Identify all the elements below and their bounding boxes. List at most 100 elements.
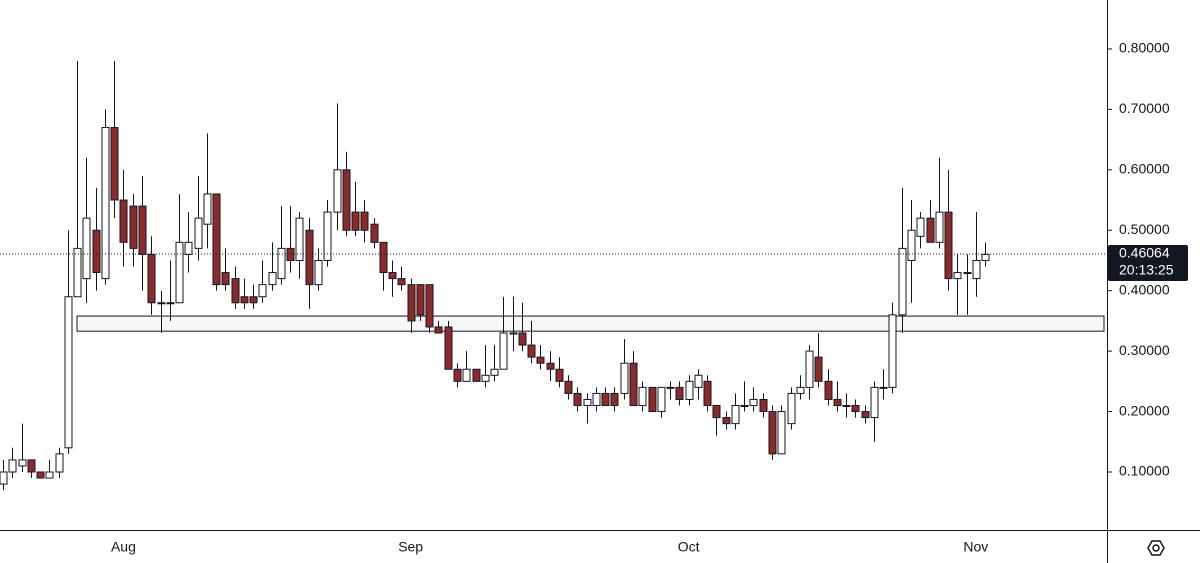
y-tick-label: 0.40000 bbox=[1119, 281, 1170, 297]
settings-center[interactable] bbox=[1152, 544, 1160, 552]
candle-body bbox=[157, 302, 166, 305]
candle-body bbox=[203, 193, 212, 225]
candle-body bbox=[472, 368, 481, 382]
candle-body bbox=[518, 332, 527, 346]
candle-body bbox=[18, 459, 27, 467]
y-tick-label: 0.10000 bbox=[1119, 463, 1170, 479]
candle-body bbox=[231, 278, 240, 304]
candle-body bbox=[592, 392, 601, 407]
candle-body bbox=[870, 386, 879, 419]
candle-body bbox=[82, 217, 91, 280]
candle-body bbox=[601, 392, 610, 407]
candle-body bbox=[731, 405, 740, 425]
candle-body bbox=[407, 284, 416, 322]
candle-body bbox=[833, 398, 842, 407]
candle-body bbox=[258, 284, 267, 298]
candle-body bbox=[703, 380, 712, 407]
candle-body bbox=[638, 386, 647, 407]
last-price-box bbox=[1108, 245, 1188, 282]
candle-body bbox=[360, 211, 369, 231]
candle-body bbox=[175, 241, 184, 304]
candle-body bbox=[27, 459, 36, 473]
candle-body bbox=[851, 405, 860, 413]
candle-body bbox=[685, 380, 694, 400]
candle-body bbox=[379, 241, 388, 274]
candle-body bbox=[36, 471, 45, 479]
candle-body bbox=[759, 398, 768, 413]
candle-body bbox=[583, 398, 592, 407]
candle-body bbox=[629, 362, 638, 407]
candle-body bbox=[509, 332, 518, 335]
candle-body bbox=[981, 253, 990, 261]
candle-body bbox=[147, 253, 156, 304]
y-tick-label: 0.80000 bbox=[1119, 40, 1170, 56]
candle-body bbox=[444, 326, 453, 370]
candle-body bbox=[481, 374, 490, 382]
candle-body bbox=[768, 411, 777, 455]
settings-hexagon[interactable] bbox=[1147, 540, 1165, 556]
candle-body bbox=[972, 259, 981, 280]
candle-body bbox=[610, 392, 619, 407]
candle-body bbox=[212, 193, 221, 286]
candle-body bbox=[777, 411, 786, 455]
candle-body bbox=[573, 392, 582, 407]
candle-body bbox=[110, 127, 119, 201]
candle-body bbox=[240, 296, 249, 304]
candle-body bbox=[666, 386, 675, 389]
candle-body bbox=[796, 386, 805, 394]
candle-body bbox=[342, 169, 351, 231]
candle-body bbox=[712, 405, 721, 419]
candle-body bbox=[462, 368, 471, 382]
candle-body bbox=[657, 386, 666, 413]
candle-body bbox=[295, 217, 304, 261]
candle-body bbox=[722, 417, 731, 425]
y-tick-label: 0.70000 bbox=[1119, 100, 1170, 116]
candle-body bbox=[119, 199, 128, 243]
candle-body bbox=[138, 205, 147, 255]
candle-body bbox=[184, 241, 193, 255]
candle-body bbox=[842, 405, 851, 408]
candle-body bbox=[45, 471, 54, 479]
candle-body bbox=[314, 259, 323, 286]
candle-body bbox=[824, 380, 833, 400]
y-tick-label: 0.60000 bbox=[1119, 161, 1170, 177]
candle-body bbox=[898, 247, 907, 316]
candle-body bbox=[8, 459, 17, 473]
candle-body bbox=[546, 362, 555, 370]
candle-body bbox=[277, 247, 286, 280]
candle-body bbox=[194, 217, 203, 249]
candle-body bbox=[92, 229, 101, 274]
candle-body bbox=[879, 386, 888, 389]
candle-body bbox=[536, 356, 545, 364]
candle-body bbox=[787, 392, 796, 425]
candle-body bbox=[740, 405, 749, 408]
candle-body bbox=[351, 211, 360, 231]
settings-icon[interactable] bbox=[1147, 540, 1165, 556]
candle-body bbox=[935, 211, 944, 243]
candle-body bbox=[499, 332, 508, 370]
candle-body bbox=[397, 278, 406, 286]
candle-body bbox=[861, 411, 870, 419]
candle-body bbox=[694, 374, 703, 388]
last-price-label: 0.46064 bbox=[1119, 245, 1170, 261]
candle-body bbox=[944, 211, 953, 280]
candle-body bbox=[620, 362, 629, 394]
candle-body bbox=[0, 471, 8, 485]
candle-body bbox=[55, 453, 64, 473]
candle-body bbox=[434, 326, 443, 334]
candle-body bbox=[221, 272, 230, 286]
y-tick-label: 0.20000 bbox=[1119, 402, 1170, 418]
countdown-label: 20:13:25 bbox=[1119, 262, 1174, 278]
candle-body bbox=[333, 169, 342, 213]
candle-body bbox=[388, 272, 397, 280]
candle-body bbox=[963, 272, 972, 275]
candle-body bbox=[268, 272, 277, 286]
candle-body bbox=[305, 229, 314, 286]
candle-body bbox=[675, 386, 684, 400]
x-tick-label: Oct bbox=[678, 539, 700, 555]
candle-body bbox=[370, 223, 379, 243]
support-zone bbox=[76, 315, 1105, 332]
candle-body bbox=[73, 247, 82, 298]
